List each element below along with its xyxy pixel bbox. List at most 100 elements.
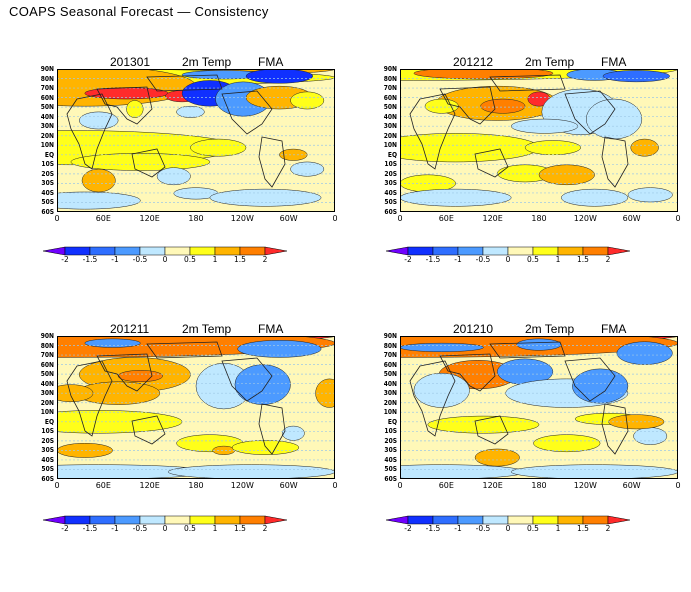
anomaly-region — [190, 138, 247, 157]
lon-label: 60W — [622, 481, 641, 490]
lat-label: 40S — [41, 455, 54, 464]
lat-label: 10S — [41, 427, 54, 436]
coastline — [131, 415, 166, 445]
lat-label: 50N — [40, 370, 54, 379]
colorbar-segment — [114, 246, 141, 256]
page-title: COAPS Seasonal Forecast — Consistency — [9, 4, 269, 19]
lat-label: 20N — [40, 398, 54, 407]
map-frame — [57, 336, 335, 479]
lat-label: 50S — [384, 198, 397, 207]
colorbar-tick-label: 2 — [605, 255, 611, 264]
lat-label: 90N — [383, 65, 397, 73]
coastline — [489, 341, 566, 359]
anomaly-region — [237, 340, 322, 358]
lat-label: 20N — [383, 131, 397, 140]
lat-label: 80N — [40, 74, 54, 83]
colorbar-segment — [239, 515, 266, 525]
anomaly-region — [510, 464, 678, 479]
lat-label: 60N — [40, 93, 54, 102]
anomaly-region — [290, 161, 325, 177]
anomaly-region — [156, 167, 191, 186]
lat-label: 30N — [383, 389, 397, 398]
anomaly-region — [57, 443, 113, 458]
panel-variable: 2m Temp — [525, 322, 575, 336]
colorbar-segment — [64, 515, 91, 525]
lat-label: 50S — [41, 198, 54, 207]
lon-label: 60W — [622, 214, 641, 223]
colorbar-min-arrow — [43, 246, 66, 256]
panel-init-date: 201210 — [453, 322, 494, 336]
anomaly-map — [400, 69, 678, 212]
lon-label: 60E — [95, 214, 111, 223]
coastline — [409, 93, 456, 170]
lat-label: 10N — [40, 408, 54, 417]
lat-label: 30S — [384, 179, 397, 188]
anomaly-region — [78, 111, 119, 130]
colorbar-segment — [214, 515, 241, 525]
lat-label: 70N — [40, 84, 54, 93]
coastline — [258, 403, 286, 455]
anomaly-region — [533, 434, 601, 453]
lat-label: 60N — [383, 360, 397, 369]
lon-label: 120W — [573, 481, 597, 490]
anomaly-region — [538, 164, 595, 186]
colorbar-segment — [532, 515, 559, 525]
coastline — [146, 341, 223, 359]
coastline — [96, 353, 153, 392]
colorbar-tick-label: -2 — [404, 524, 412, 533]
lat-label: 60N — [383, 93, 397, 102]
colorbar-tick-label: -1 — [454, 255, 462, 264]
colorbar-tick-label: -0.5 — [475, 255, 491, 264]
colorbar-min-arrow — [386, 246, 409, 256]
colorbar-tick-label: 1.5 — [234, 255, 246, 264]
lat-label: 40N — [40, 112, 54, 121]
colorbar-segment — [407, 246, 434, 256]
lat-label: 10S — [384, 427, 397, 436]
colorbar-segment — [457, 515, 484, 525]
lat-label: 50S — [41, 465, 54, 474]
colorbar-tick-label: 1.5 — [234, 524, 246, 533]
lon-label: 120E — [139, 481, 160, 490]
colorbar-segment — [139, 515, 166, 525]
lat-label: 10N — [383, 408, 397, 417]
colorbar-max-arrow — [607, 515, 631, 525]
colorbar-tick-label: 0.5 — [527, 524, 539, 533]
lat-label: 20N — [40, 131, 54, 140]
coastline — [439, 86, 496, 125]
coastline — [601, 403, 629, 455]
lat-label: 90N — [383, 332, 397, 340]
anomaly-region — [231, 440, 300, 455]
colorbar-segment — [432, 515, 459, 525]
colorbar — [43, 515, 288, 525]
colorbar-segment — [89, 515, 116, 525]
colorbar-tick-label: 0 — [162, 255, 168, 264]
panel-variable: 2m Temp — [525, 55, 575, 69]
lat-label: 40S — [384, 455, 397, 464]
colorbar — [43, 246, 288, 256]
anomaly-region — [245, 69, 313, 84]
colorbar-segment — [239, 246, 266, 256]
forecast-panel-201210: 201210 2m Temp FMA 90N 80N 70N 60N 50N 40N 30N 20N… — [343, 322, 688, 592]
lat-label: 40N — [383, 379, 397, 388]
colorbar-tick-label: 1 — [212, 255, 218, 264]
coastline — [564, 90, 616, 135]
forecast-panel-201301: 201301 2m Temp FMA 90N 80N 70N 60N 50N 40N 30N 20N… — [0, 55, 345, 325]
lat-label: 70N — [383, 84, 397, 93]
colorbar-segment — [407, 515, 434, 525]
anomaly-region — [176, 105, 205, 118]
lat-label: EQ — [44, 150, 54, 159]
coastline — [409, 360, 456, 437]
anomaly-region — [602, 70, 670, 83]
lat-label: 30S — [41, 179, 54, 188]
anomaly-region — [586, 98, 643, 140]
colorbar-segment — [214, 246, 241, 256]
coastline — [474, 415, 509, 445]
colorbar-segment — [582, 246, 609, 256]
colorbar-tick-label: -2 — [61, 524, 69, 533]
lon-label: 0 — [675, 481, 681, 490]
colorbar-segment — [457, 246, 484, 256]
forecast-panel-201212: 201212 2m Temp FMA 90N 80N 70N 60N 50N 40N 30N 20N… — [343, 55, 688, 325]
colorbar-max-arrow — [264, 515, 288, 525]
lat-label: 60S — [41, 475, 54, 483]
lat-label: 60S — [41, 208, 54, 216]
